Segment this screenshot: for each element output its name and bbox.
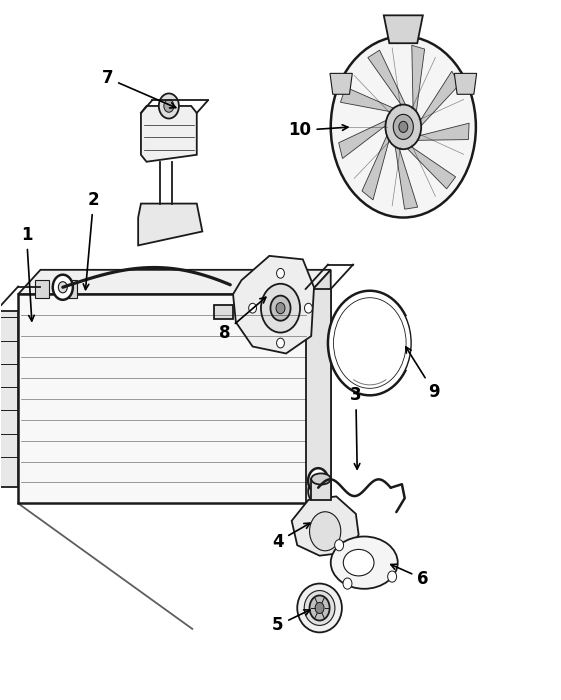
Circle shape [393, 114, 413, 139]
Circle shape [331, 36, 476, 218]
Circle shape [164, 99, 174, 112]
Circle shape [315, 603, 324, 613]
Polygon shape [341, 88, 395, 112]
Polygon shape [406, 146, 456, 189]
Text: 1: 1 [21, 226, 34, 321]
Polygon shape [395, 145, 418, 209]
Text: 3: 3 [350, 386, 362, 469]
Polygon shape [362, 134, 389, 200]
Polygon shape [141, 106, 197, 162]
Circle shape [276, 302, 285, 314]
Circle shape [310, 596, 330, 620]
Circle shape [58, 281, 67, 293]
Polygon shape [309, 270, 331, 503]
Circle shape [305, 303, 312, 313]
Circle shape [328, 290, 412, 396]
Polygon shape [420, 71, 459, 127]
Text: 5: 5 [272, 610, 310, 634]
Polygon shape [311, 479, 331, 500]
Text: 6: 6 [391, 564, 429, 588]
Circle shape [308, 468, 328, 493]
Circle shape [385, 104, 421, 149]
Circle shape [308, 479, 328, 504]
Circle shape [53, 274, 73, 300]
Text: 7: 7 [102, 69, 176, 108]
Text: 9: 9 [406, 347, 440, 401]
Polygon shape [384, 15, 423, 43]
Circle shape [270, 295, 291, 321]
Polygon shape [368, 50, 406, 106]
Circle shape [335, 540, 343, 551]
Polygon shape [138, 204, 203, 246]
Polygon shape [454, 74, 477, 95]
Polygon shape [416, 123, 469, 140]
Polygon shape [35, 280, 49, 298]
Circle shape [313, 485, 323, 498]
Circle shape [388, 571, 397, 582]
Circle shape [261, 284, 300, 332]
Circle shape [277, 268, 284, 278]
Circle shape [343, 578, 352, 589]
Polygon shape [214, 304, 233, 318]
Polygon shape [306, 289, 331, 509]
Circle shape [277, 338, 284, 348]
Text: 10: 10 [288, 121, 348, 139]
Polygon shape [339, 120, 388, 158]
Circle shape [334, 298, 406, 389]
Ellipse shape [304, 591, 335, 625]
Circle shape [159, 93, 179, 118]
Circle shape [314, 475, 323, 486]
Polygon shape [18, 294, 309, 503]
Text: 8: 8 [219, 298, 266, 342]
Text: 2: 2 [83, 191, 99, 290]
Polygon shape [18, 270, 331, 294]
Circle shape [399, 121, 408, 132]
Text: 4: 4 [272, 523, 310, 551]
Polygon shape [412, 46, 425, 113]
Polygon shape [233, 256, 314, 354]
Polygon shape [292, 496, 358, 556]
Polygon shape [63, 280, 77, 298]
Ellipse shape [331, 536, 398, 589]
Circle shape [249, 303, 256, 313]
Ellipse shape [311, 473, 331, 484]
Polygon shape [0, 311, 18, 486]
Circle shape [310, 512, 341, 551]
Ellipse shape [297, 584, 342, 632]
Ellipse shape [343, 550, 374, 576]
Polygon shape [330, 74, 352, 95]
